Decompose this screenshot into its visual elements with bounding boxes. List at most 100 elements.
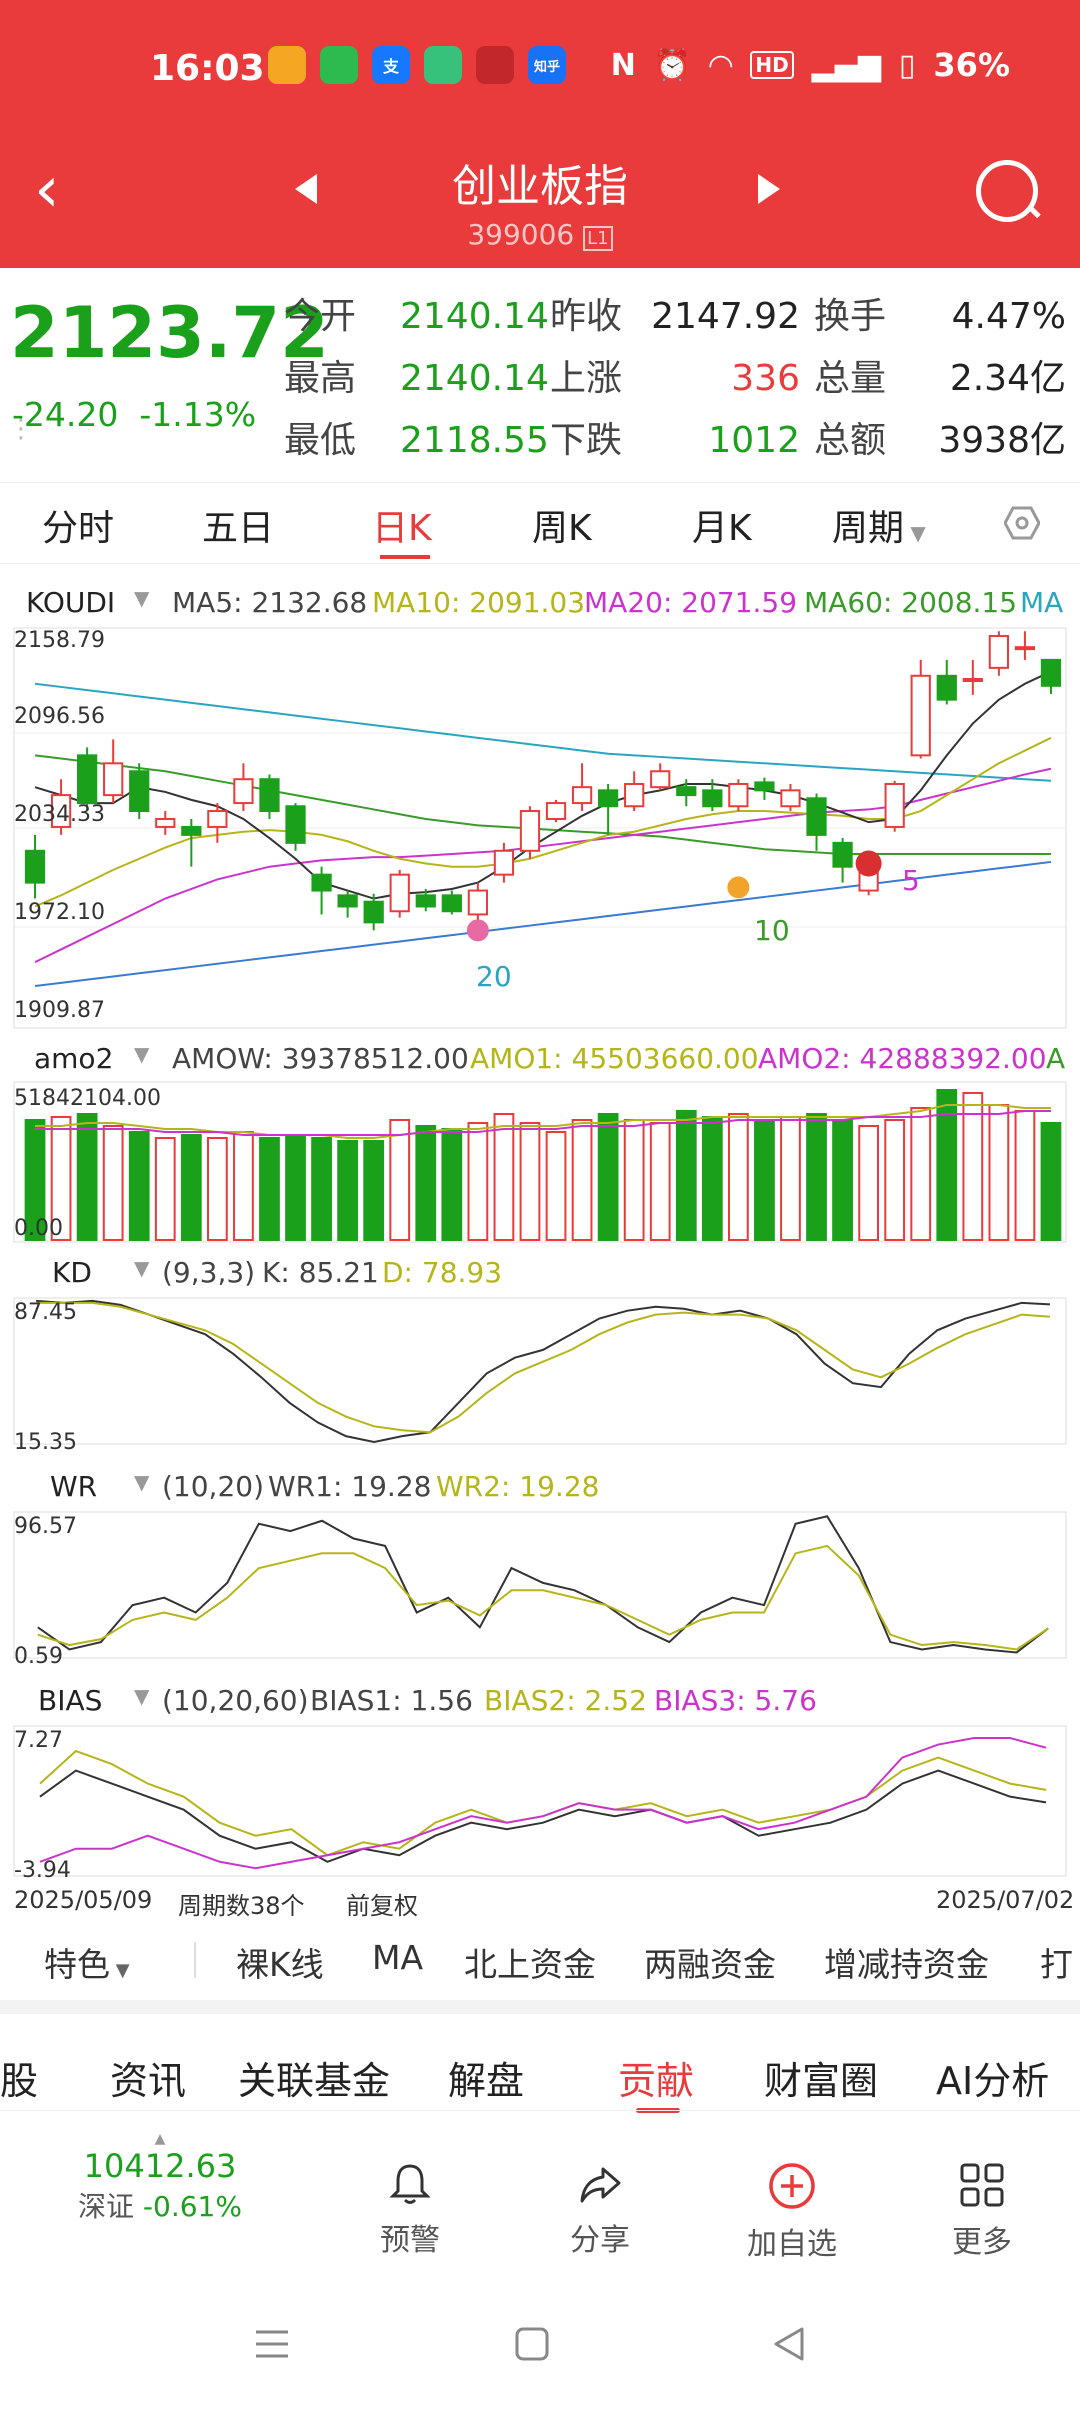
status-right: N ⏰ ◠ HD ▂▄▆ ▯ 36% [611,46,1010,84]
bias3-value: BIAS3: 5.76 [654,1684,817,1717]
chevron-down-icon[interactable]: ▼ [134,1256,150,1280]
content-tabs: 股 资讯 关联基金 解盘 贡献 财富圈 AI分析 [0,2000,1080,2124]
indicator-tab-northbound[interactable]: 北上资金 [464,1945,596,1984]
status-app-icons: 支 知乎 [268,46,566,84]
hd-icon: HD [750,51,794,79]
indicator-tab-margin[interactable]: 两融资金 [644,1945,776,1984]
menu-icon[interactable] [252,2324,292,2364]
previous-index-icon[interactable] [295,174,317,204]
chevron-down-icon[interactable]: ▼ [134,1470,150,1494]
back-nav-icon[interactable] [770,2324,810,2364]
tab-monthly-k[interactable]: 月K [692,508,752,549]
share-button[interactable]: 分享 [530,2161,670,2259]
volume-bar [415,1125,437,1241]
candle-body [754,781,775,792]
next-index-icon[interactable] [758,174,780,204]
chevron-down-icon[interactable]: ▼ [134,586,150,610]
search-icon[interactable] [976,160,1038,222]
volume-bar [102,1125,124,1241]
more-button[interactable]: 更多 [912,2161,1052,2261]
alert-button[interactable]: 预警 [340,2161,480,2259]
page-title: 创业板指 [452,161,628,212]
candle-body [519,810,541,852]
ma5-line [34,670,1052,900]
gem-marker-icon [466,919,489,942]
messages-icon [424,46,462,84]
candle-body [181,825,202,836]
x-axis-adjust[interactable]: 前复权 [346,1892,418,1920]
candle-body [780,789,801,808]
indicator-tab-holdings[interactable]: 增减持资金 [824,1945,989,1984]
wechat-icon [320,46,358,84]
content-tab-wealth-circle[interactable]: 财富圈 [764,2059,879,2103]
volume-bar [806,1113,827,1241]
candle-body [103,762,124,797]
ma10-line [34,736,1052,908]
kd-d-value: D: 78.93 [382,1256,503,1289]
volume-bar [259,1137,280,1241]
label-low: 最低 [284,420,357,461]
volume-bar [910,1107,932,1241]
settings-icon[interactable] [1004,505,1040,541]
home-icon[interactable] [512,2324,552,2364]
volume-bar [285,1134,306,1241]
bias-bias3-line [39,1737,1047,1870]
bias-indicator-name[interactable]: BIAS [38,1684,103,1717]
volume-bar [76,1113,98,1241]
volume-bar [988,1104,1010,1241]
app-1-icon [268,46,306,84]
volume-bar [154,1137,176,1241]
share-icon [580,2167,621,2203]
content-tab-contribution[interactable]: 贡献 [618,2059,695,2103]
tab-period[interactable]: 周期 ▼ [832,499,926,551]
chevron-down-icon: ▼ [110,1960,130,1981]
tab-daily-k[interactable]: 日K [372,508,432,549]
quote-values-col2: 2147.92 336 1012 [630,286,800,472]
volume-bar [311,1137,332,1241]
indicator-tab-naked-k[interactable]: 裸K线 [236,1945,324,1984]
marker-10: 10 [754,914,790,947]
value-open: 2140.14 [400,296,549,337]
tab-five-day[interactable]: 五日 [202,508,275,549]
content-tab-news[interactable]: 资讯 [110,2059,187,2103]
tab-weekly-k[interactable]: 周K [532,508,592,549]
wr-indicator-name[interactable]: WR [50,1470,98,1503]
main-indicator-name[interactable]: KOUDI [26,586,116,619]
shenzhen-index-row: 深证 -0.61% [40,2185,280,2225]
volume-bar [754,1119,775,1241]
marker-5: 5 [902,864,920,897]
back-icon[interactable]: ‹ [34,153,60,227]
content-tab-ai-analysis[interactable]: AI分析 [936,2059,1050,2103]
kline-charts[interactable] [0,622,1080,1922]
kd-indicator-name[interactable]: KD [52,1256,92,1289]
quote-labels-col2: 昨收 上涨 下跌 [550,286,622,472]
tab-intraday[interactable]: 分时 [42,508,115,549]
amo-indicator-name[interactable]: amo2 [34,1042,114,1075]
quote-values-col3: 4.47% 2.34亿 3938亿 [900,286,1066,472]
candle-body [50,794,72,828]
indicator-tab-featured[interactable]: 特色 ▼ [44,1938,130,1986]
candle-body [988,635,1009,669]
chevron-down-icon[interactable]: ▼ [134,1042,150,1066]
ma20-value: MA20: 2071.59 [584,586,798,619]
indicator-tab-ma[interactable]: MA [372,1938,424,1977]
add-watchlist-button[interactable]: 加自选 [722,2161,862,2263]
indicator-tab-featured-label: 特色 [44,1945,110,1984]
ma-base-line [34,860,1052,988]
content-tab-related-funds[interactable]: 关联基金 [238,2059,391,2103]
candle-body [415,894,436,908]
volume-bar [780,1116,801,1241]
candle-body [441,894,462,913]
indicator-tab-more[interactable]: 打 [1040,1945,1073,1984]
shenzhen-index-widget[interactable]: ▲ 10412.63 深证 -0.61% [40,2131,280,2225]
wr-y-bottom: 0.59 [14,1644,63,1669]
candle-body [285,805,306,844]
chevron-down-icon[interactable]: ▼ [134,1684,150,1708]
content-tab-stocks[interactable]: 股 [0,2059,39,2103]
volume-bar [675,1110,697,1241]
bottom-toolbar: ▲ 10412.63 深证 -0.61% 预警 分享 加自选 更多 [0,2110,1080,2281]
alipay-icon: 支 [372,46,410,84]
drag-handle-icon[interactable]: ⋮ [8,414,34,444]
value-advancers: 336 [731,358,800,399]
content-tab-analysis[interactable]: 解盘 [448,2059,525,2103]
